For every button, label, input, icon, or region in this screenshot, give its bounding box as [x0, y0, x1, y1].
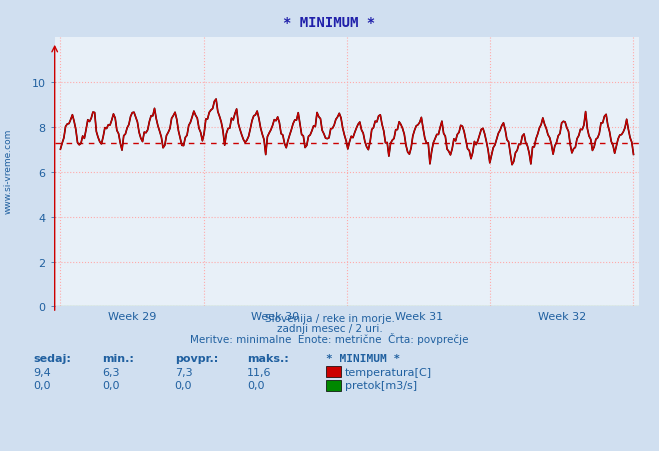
Text: pretok[m3/s]: pretok[m3/s] [345, 381, 416, 391]
Text: 6,3: 6,3 [102, 367, 120, 377]
Text: Slovenija / reke in morje.: Slovenija / reke in morje. [264, 313, 395, 323]
Text: 11,6: 11,6 [247, 367, 272, 377]
Text: min.:: min.: [102, 354, 134, 364]
Text: 7,3: 7,3 [175, 367, 192, 377]
Text: maks.:: maks.: [247, 354, 289, 364]
Text: www.si-vreme.com: www.si-vreme.com [3, 129, 13, 214]
Text: Meritve: minimalne  Enote: metrične  Črta: povprečje: Meritve: minimalne Enote: metrične Črta:… [190, 332, 469, 344]
Text: zadnji mesec / 2 uri.: zadnji mesec / 2 uri. [277, 323, 382, 333]
Text: 9,4: 9,4 [33, 367, 51, 377]
Text: temperatura[C]: temperatura[C] [345, 367, 432, 377]
Text: 0,0: 0,0 [33, 381, 51, 391]
Text: 0,0: 0,0 [247, 381, 265, 391]
Text: * MINIMUM *: * MINIMUM * [283, 16, 376, 30]
Text: 0,0: 0,0 [102, 381, 120, 391]
Text: povpr.:: povpr.: [175, 354, 218, 364]
Text: * MINIMUM *: * MINIMUM * [326, 354, 401, 364]
Text: sedaj:: sedaj: [33, 354, 71, 364]
Text: 0,0: 0,0 [175, 381, 192, 391]
